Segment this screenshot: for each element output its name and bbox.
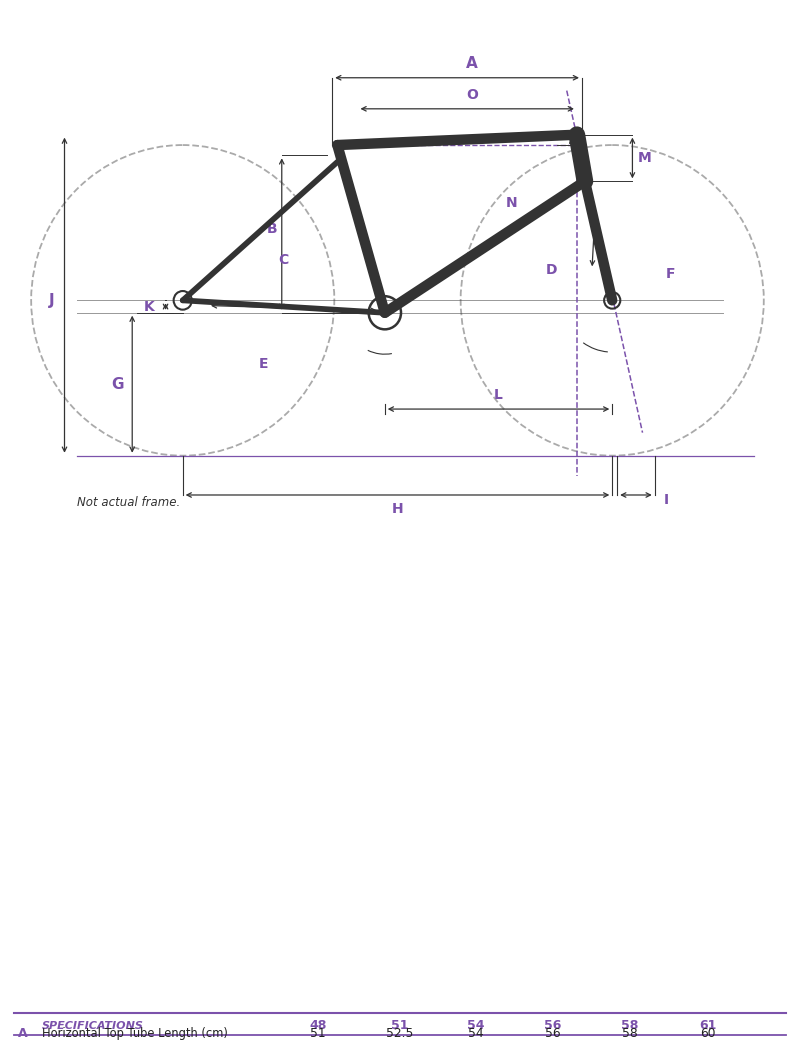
Text: 56: 56: [545, 1026, 561, 1040]
Text: N: N: [506, 197, 517, 210]
Text: A: A: [466, 55, 478, 71]
Text: 58: 58: [622, 1019, 638, 1032]
Text: 48: 48: [310, 1019, 326, 1032]
Text: 61: 61: [699, 1019, 717, 1032]
Text: 52.5: 52.5: [386, 1026, 414, 1040]
Text: L: L: [494, 388, 503, 402]
Text: A: A: [18, 1026, 28, 1040]
Text: J: J: [49, 293, 54, 308]
Text: SPECIFICATIONS: SPECIFICATIONS: [42, 1021, 144, 1030]
Text: 60: 60: [700, 1026, 716, 1040]
Text: 51: 51: [391, 1019, 409, 1032]
Text: 54: 54: [467, 1019, 485, 1032]
Text: H: H: [392, 502, 403, 517]
Text: B: B: [266, 222, 277, 236]
Text: 51: 51: [310, 1026, 326, 1040]
Text: G: G: [111, 377, 123, 391]
Text: 54: 54: [468, 1026, 484, 1040]
Text: M: M: [638, 151, 651, 165]
Text: Not actual frame.: Not actual frame.: [77, 496, 180, 508]
Text: 56: 56: [544, 1019, 562, 1032]
Text: Horizontal Top Tube Length (cm): Horizontal Top Tube Length (cm): [42, 1026, 228, 1040]
Text: D: D: [546, 264, 558, 277]
Text: 58: 58: [622, 1026, 638, 1040]
Text: E: E: [259, 357, 268, 370]
Text: C: C: [278, 253, 289, 267]
Text: I: I: [664, 493, 670, 507]
Text: F: F: [666, 267, 675, 280]
Text: O: O: [466, 88, 478, 103]
Text: K: K: [144, 299, 154, 314]
